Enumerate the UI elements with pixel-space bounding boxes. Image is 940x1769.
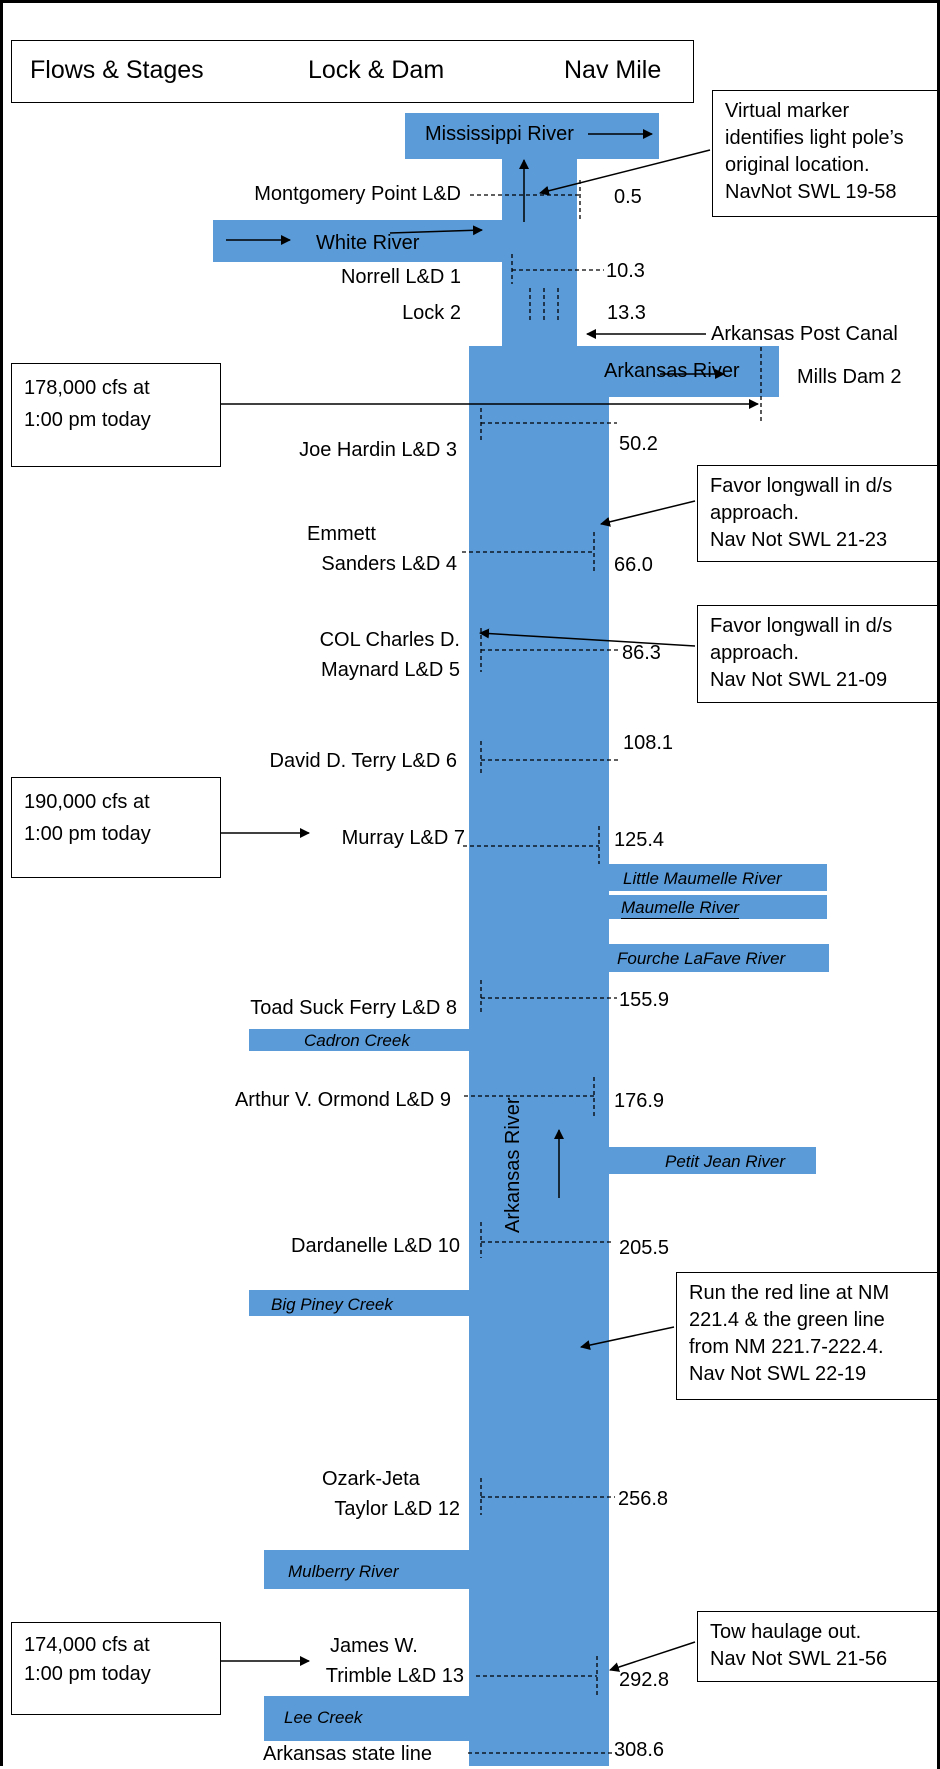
tributary-fourche-lafave: Fourche LaFave River <box>609 944 829 972</box>
mile-155-9: 155.9 <box>619 989 670 1011</box>
header-lockdam: Lock & Dam <box>308 56 445 84</box>
note-box-tow-haulage: Tow haulage out. Nav Not SWL 21-56 <box>697 1611 937 1682</box>
note-box-favor-longwall-1: Favor longwall in d/s approach. Nav Not SW… <box>697 465 937 562</box>
lock-maynard-5-line2: Maynard L&D 5 <box>321 659 460 681</box>
arkansas-river-main-shape <box>469 397 609 1766</box>
label-white-river: White River <box>316 232 420 254</box>
lock-norrell-1: Norrell L&D 1 <box>340 266 461 288</box>
mile-292-8: 292.8 <box>619 1669 670 1691</box>
tributary-petit-jean: Petit Jean River <box>609 1147 816 1174</box>
lock-dashed-lines <box>462 180 762 1754</box>
mile-308-6: 308.6 <box>614 1739 665 1761</box>
tributary-mulberry-river: Mulberry River <box>264 1550 469 1589</box>
lock-ozark-jeta-12-line2: Taylor L&D 12 <box>334 1498 460 1520</box>
lock-trimble-13-line1: James W. <box>330 1635 418 1657</box>
mile-176-9: 176.9 <box>614 1090 665 1112</box>
label-mills-dam-2: Mills Dam 2 <box>797 366 902 388</box>
frame-right-edge <box>937 0 940 1769</box>
mississippi-river-shape <box>405 113 659 159</box>
lock-arkansas-state-line: Arkansas state line <box>263 1743 432 1765</box>
tributary-big-piney-creek: Big Piney Creek <box>249 1290 469 1316</box>
lock-toad-suck-ferry-8: Toad Suck Ferry L&D 8 <box>250 997 457 1019</box>
mile-108-1: 108.1 <box>623 732 674 754</box>
tributary-lee-creek: Lee Creek <box>264 1696 469 1741</box>
lock-2: Lock 2 <box>402 302 461 324</box>
lock-david-terry-6: David D. Terry L&D 6 <box>269 750 457 772</box>
label-arkansas-post-canal: Arkansas Post Canal <box>711 323 898 345</box>
flow-box-2: 190,000 cfs at 1:00 pm today <box>11 777 221 878</box>
mile-66-0: 66.0 <box>614 554 653 576</box>
mile-0-5: 0.5 <box>614 186 642 208</box>
white-river-shape <box>213 220 577 262</box>
lock-trimble-13-line2: Trimble L&D 13 <box>325 1665 464 1687</box>
arkansas-river-top-shape <box>469 346 779 397</box>
mile-256-8: 256.8 <box>618 1488 669 1510</box>
label-mississippi-river: Mississippi River <box>425 123 574 145</box>
mile-125-4: 125.4 <box>614 829 665 851</box>
header-box: Flows & Stages Lock & Dam Nav Mile <box>11 40 694 103</box>
header-navmile: Nav Mile <box>564 56 662 84</box>
note-box-favor-longwall-2: Favor longwall in d/s approach. Nav Not SW… <box>697 605 937 703</box>
mile-10-3: 10.3 <box>606 260 645 282</box>
lock-emmett-sanders-4-line1: Emmett <box>307 523 376 545</box>
mile-205-5: 205.5 <box>619 1237 670 1259</box>
lock-ozark-jeta-12-line1: Ozark-Jeta <box>322 1468 420 1490</box>
tributary-cadron-creek: Cadron Creek <box>249 1029 469 1051</box>
lock-maynard-5-line1: COL Charles D. <box>319 629 460 651</box>
tributary-little-maumelle: Little Maumelle River <box>609 864 827 891</box>
lock-montgomery-point: Montgomery Point L&D <box>254 183 461 205</box>
mile-50-2: 50.2 <box>619 433 658 455</box>
flow-box-1: 178,000 cfs at 1:00 pm today <box>11 363 221 467</box>
note-box-red-green-line: Run the red line at NM 221.4 & the green … <box>676 1272 937 1400</box>
flow-box-3: 174,000 cfs at 1:00 pm today <box>11 1622 221 1715</box>
lock-arthur-ormond-9: Arthur V. Ormond L&D 9 <box>234 1089 451 1111</box>
note-box-virtual-marker: Virtual marker identifies light pole’s ori… <box>712 90 937 217</box>
mile-86-3: 86.3 <box>622 642 661 664</box>
lock-dardanelle-10: Dardanelle L&D 10 <box>291 1235 460 1257</box>
tributary-maumelle: Maumelle River <box>609 895 827 919</box>
lock-murray-7: Murray L&D 7 <box>341 827 465 849</box>
header-flows: Flows & Stages <box>30 56 204 84</box>
mile-13-3: 13.3 <box>607 302 646 324</box>
label-arkansas-river-top: Arkansas River <box>604 360 740 382</box>
lock-joe-hardin-3: Joe Hardin L&D 3 <box>299 439 457 461</box>
arrows <box>221 129 759 1672</box>
lock-emmett-sanders-4-line2: Sanders L&D 4 <box>321 553 457 575</box>
